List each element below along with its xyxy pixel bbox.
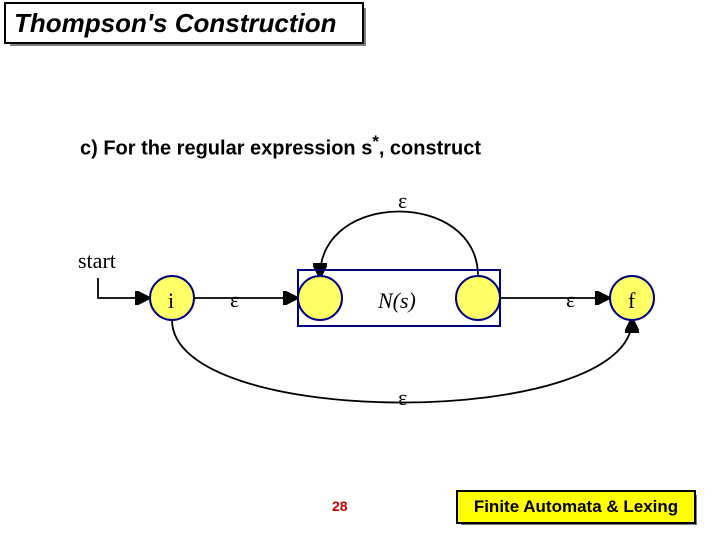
ns-label: N(s) [378,288,416,314]
eps-bottom: ε [398,385,407,411]
edge-top-loop [320,212,478,277]
node-box-right [456,276,500,320]
footer-text: Finite Automata & Lexing [474,497,678,516]
footer: Finite Automata & Lexing [456,490,696,524]
node-i-label: i [168,288,174,314]
eps-left: ε [230,287,239,313]
node-f-label: f [628,288,635,314]
start-label: start [78,248,116,274]
page-number: 28 [332,498,348,514]
eps-right: ε [566,287,575,313]
node-box-left [298,276,342,320]
eps-top: ε [398,188,407,214]
edge-start-in [98,278,148,298]
